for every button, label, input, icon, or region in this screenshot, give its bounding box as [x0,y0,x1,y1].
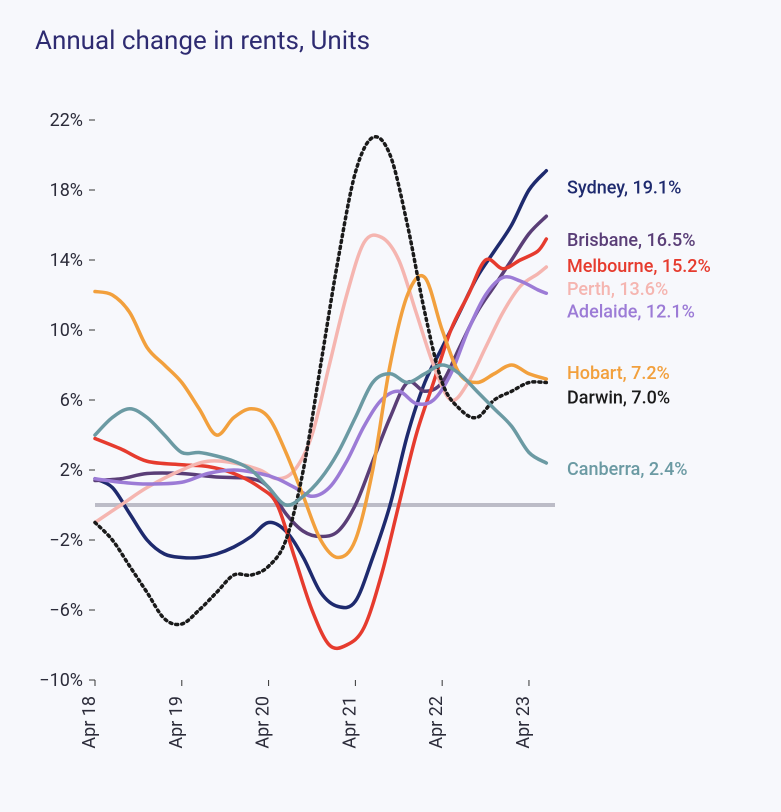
y-tick-label: 18% [50,180,83,201]
x-tick-label: Apr 19 [166,696,187,749]
x-tick-label: Apr 22 [426,696,447,749]
series-melbourne [95,239,546,648]
series-brisbane [95,216,546,536]
chart-title: Annual change in rents, Units [35,26,370,56]
y-tick-label: 6% [60,390,83,411]
series-label-perth: Perth, 13.6% [567,279,668,300]
x-tick-label: Apr 18 [79,696,100,749]
series-label-darwin: Darwin, 7.0% [567,387,670,408]
y-tick-label: −2% [49,530,83,551]
x-tick-label: Apr 20 [253,696,274,749]
y-tick-label: 14% [50,250,83,271]
series-label-canberra: Canberra, 2.4% [567,459,688,480]
series-label-adelaide: Adelaide, 12.1% [567,302,695,323]
chart-svg: −10% −6% −2% 2% 6% 10% 14% 18% 22% Apr 18 Apr 19 Ap… [0,0,781,808]
series-label-hobart: Hobart, 7.2% [567,363,670,384]
line-chart: Annual change in rents, Units −10% −6% −2%… [0,0,781,808]
y-tick-label: 2% [60,460,83,481]
x-tick-label: Apr 21 [339,696,360,749]
series-label-sydney: Sydney, 19.1% [567,177,681,198]
y-tick-label: −6% [49,600,83,621]
y-tick-label: −10% [39,670,83,691]
series-label-melbourne: Melbourne, 15.2% [567,256,711,277]
y-tick-label: 10% [50,320,83,341]
y-tick-label: 22% [50,110,83,131]
x-tick-label: Apr 23 [513,696,534,749]
series-label-brisbane: Brisbane, 16.5% [567,230,696,251]
